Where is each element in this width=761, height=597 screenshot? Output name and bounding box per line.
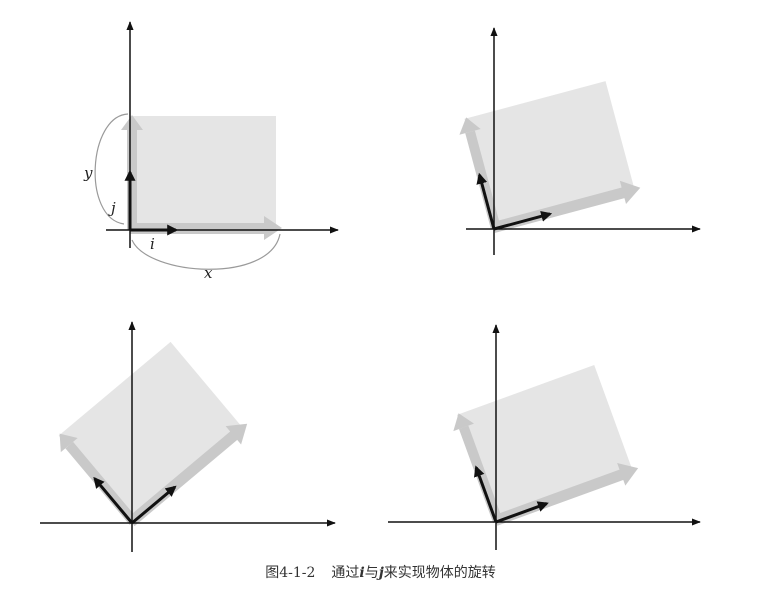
figure-number: 图4-1-2	[265, 565, 316, 581]
panel-1: y j i x	[83, 21, 339, 282]
rotated-box-1	[121, 115, 282, 240]
panel-3	[40, 321, 336, 552]
vector-i-3	[131, 485, 177, 525]
label-j: j	[108, 199, 116, 217]
vector-j-2	[476, 172, 496, 230]
caption-text-before: 通过	[331, 565, 360, 581]
label-y: y	[83, 164, 93, 182]
figure-caption: 图4-1-2 通过i与j来实现物体的旋转	[0, 562, 761, 582]
x-extent-curve	[131, 233, 281, 270]
box-i-arrow	[130, 223, 265, 234]
rotated-box-3	[58, 341, 248, 527]
caption-vec-j: j	[378, 565, 384, 581]
vector-i-4	[495, 501, 549, 524]
rotated-box-4	[453, 364, 639, 526]
label-x: x	[204, 264, 213, 282]
rotated-box-2	[459, 81, 641, 233]
vector-j-4	[474, 465, 498, 523]
caption-vec-i: i	[359, 565, 365, 581]
panel-4	[388, 324, 701, 550]
caption-text-middle: 与	[364, 565, 379, 581]
caption-text-after: 来实现物体的旋转	[383, 565, 496, 581]
box-fill	[130, 116, 276, 230]
y-extent-curve	[94, 113, 129, 225]
label-i: i	[150, 235, 155, 253]
vector-i-2	[493, 210, 553, 231]
vector-j-3	[93, 476, 134, 524]
panel-2	[459, 27, 701, 255]
